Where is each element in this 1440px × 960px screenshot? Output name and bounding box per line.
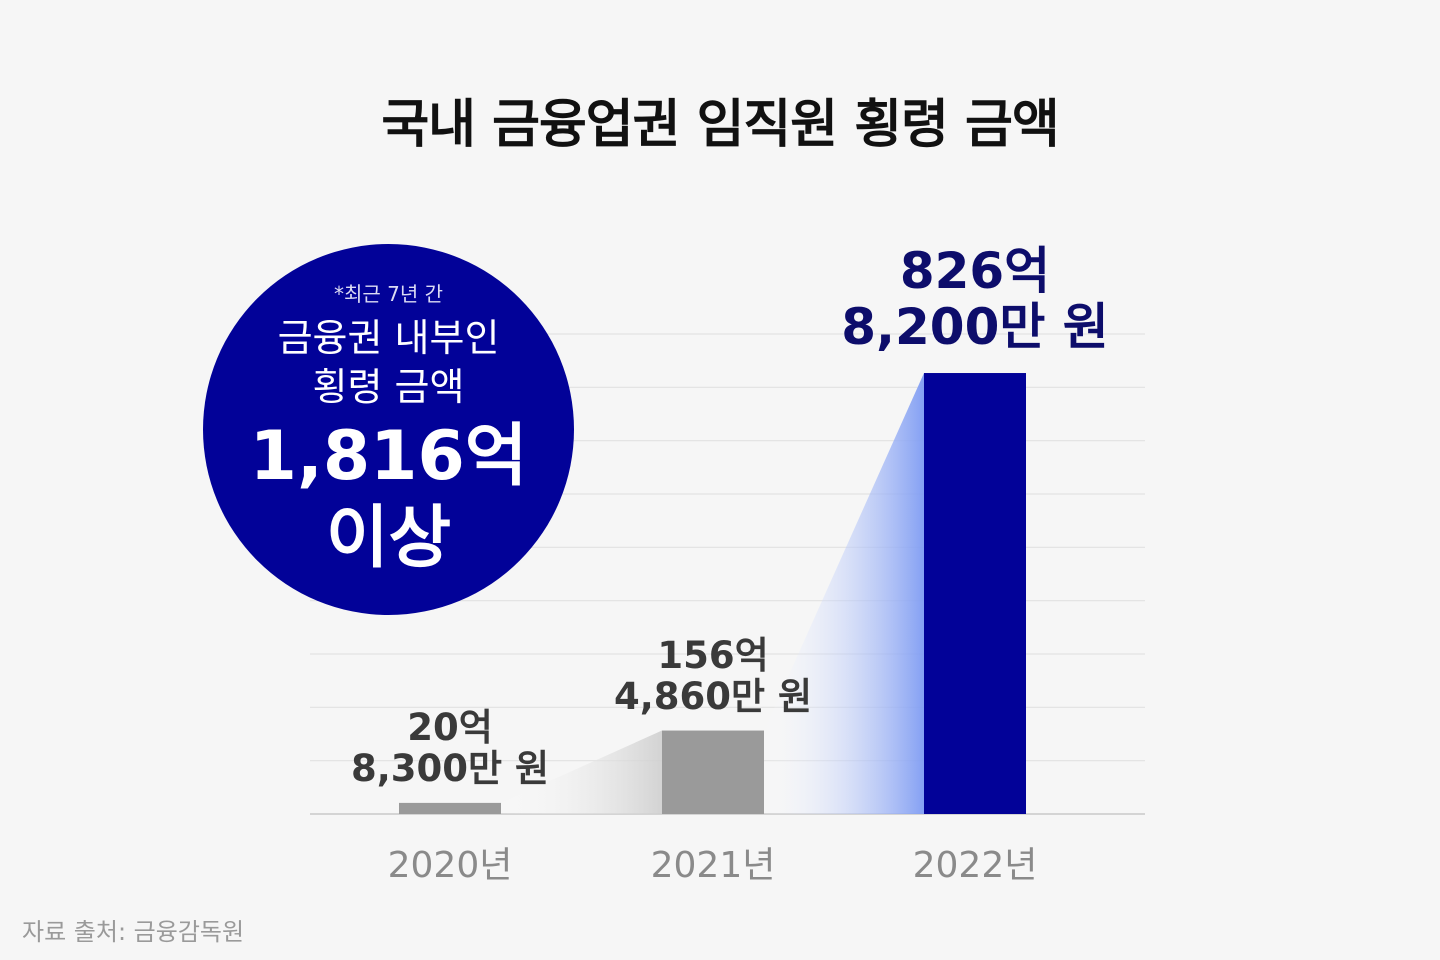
data-label-line-2: 8,300만 원 (351, 747, 549, 791)
callout-amount-line-1: 1,816억 (249, 417, 528, 496)
data-label-2: 826억 8,200만 원 (841, 243, 1109, 355)
callout-note: *최근 7년 간 (333, 282, 444, 306)
trend-ribbon (501, 730, 662, 814)
summary-callout: *최근 7년 간 금융권 내부인 횡령 금액 1,816억 이상 (203, 244, 574, 615)
bars (399, 373, 1026, 814)
data-label-0: 20억 8,300만 원 (351, 705, 549, 791)
callout-description: 금융권 내부인 횡령 금액 (203, 314, 574, 413)
callout-line-1: 금융권 내부인 (277, 316, 500, 360)
trend-ribbons (501, 373, 924, 814)
callout-line-2: 횡령 금액 (312, 365, 465, 410)
data-label-line-2: 4,860만 원 (614, 674, 812, 718)
x-tick-label: 2021년 (650, 845, 776, 886)
chart-title: 국내 금융업권 임직원 횡령 금액 (381, 95, 1059, 155)
callout-amount-line-2: 이상 (325, 498, 452, 578)
data-label-line-1: 826억 (899, 242, 1051, 301)
data-label-1: 156억 4,860만 원 (614, 633, 812, 718)
x-tick-label: 2020년 (387, 845, 513, 886)
data-label-line-1: 156억 (657, 633, 769, 677)
source-note: 자료 출처: 금융감독원 (22, 918, 245, 946)
data-label-line-1: 20억 (407, 705, 493, 749)
data-label-line-2: 8,200만 원 (841, 298, 1109, 357)
bar-1 (662, 730, 764, 814)
x-tick-label: 2022년 (912, 845, 1038, 886)
callout-amount: 1,816억 이상 (203, 416, 574, 579)
bar-2 (924, 373, 1026, 814)
trend-ribbon (764, 373, 924, 814)
bar-0 (399, 802, 501, 814)
